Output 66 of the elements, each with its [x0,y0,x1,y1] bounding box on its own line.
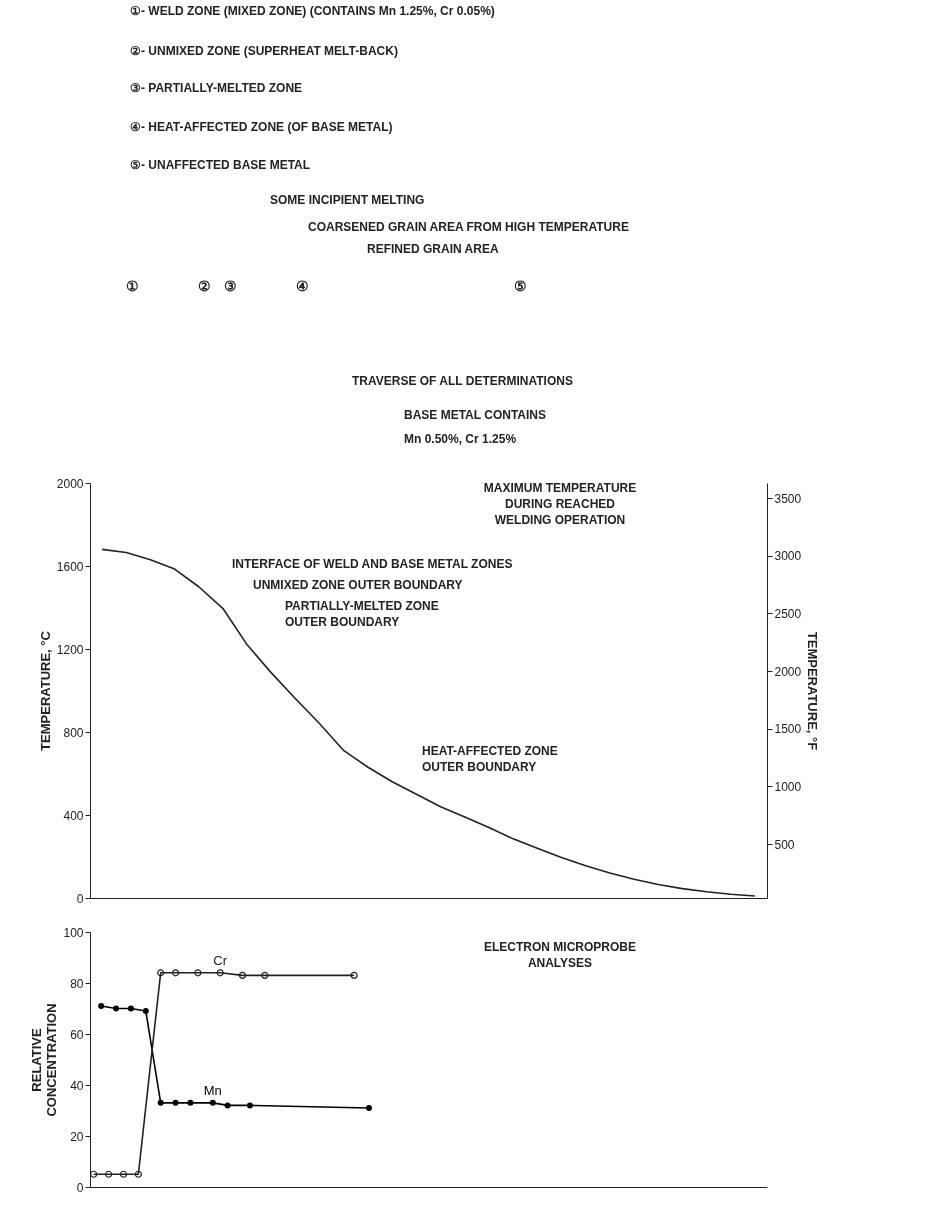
point [365,1104,372,1111]
y-tick-label: 1200 [56,642,84,657]
y-axis-title: TEMPERATURE, °C [37,630,53,751]
text: BASE METAL CONTAINS [404,408,547,422]
point [238,971,247,979]
text: COARSENED GRAIN AREA FROM HIGH TEMPERATURE [308,220,629,234]
y2-tick-label: 3500 [774,491,802,506]
point [98,1002,105,1009]
point [224,1102,231,1109]
text: ② [197,278,211,294]
point [171,969,180,977]
annotation: PARTIALLY-MELTED ZONE OUTER BOUNDARY [285,599,439,629]
series-label: Cr [213,952,228,968]
y2-tick-label: 1000 [774,779,802,794]
point [157,1099,164,1106]
y2-tick-label: 2500 [774,606,802,621]
y-tick-label: 800 [63,725,84,740]
text: ②- UNMIXED ZONE (SUPERHEAT MELT-BACK) [130,44,398,58]
y-tick-label: 40 [70,1078,84,1093]
y-tick-label: 0 [76,1180,84,1195]
text: Mn 0.50%, Cr 1.25% [404,432,517,446]
y-tick-label: 20 [70,1129,84,1144]
point [105,1170,113,1178]
point [119,1170,128,1178]
point [113,1005,120,1012]
y2-tick-label: 1500 [774,722,802,737]
annotation: UNMIXED ZONE OUTER BOUNDARY [253,578,463,592]
point [142,1008,149,1015]
y-axis-title: RELATIVE CONCENTRATION [29,1003,60,1117]
text: SOME INCIPIENT MELTING [270,193,425,207]
text: ⑤ [513,278,527,294]
y-tick-label: 1600 [56,559,84,574]
text: ④ [295,278,309,294]
point [216,969,224,977]
annotation: INTERFACE OF WELD AND BASE METAL ZONES [232,557,513,571]
y-tick-label: 2000 [56,476,84,491]
annotation: ELECTRON MICROPROBE ANALYSES [483,940,637,970]
y-tick-label: 100 [63,925,84,940]
text: TRAVERSE OF ALL DETERMINATIONS [352,374,573,388]
point [246,1102,253,1109]
y2-axis-title: TEMPERATURE, °F [805,631,821,751]
point [127,1005,134,1012]
text: ① [125,278,139,294]
annotation: MAXIMUM TEMPERATURE DURING REACHED WELDING OPERATION [483,481,637,527]
point [157,969,165,977]
point [261,971,269,979]
y-tick-label: 400 [63,808,84,823]
text: REFINED GRAIN AREA [367,242,499,256]
series-label: Mn [203,1082,222,1098]
text: ③- PARTIALLY-MELTED ZONE [130,81,303,95]
point [134,1170,142,1178]
point [187,1099,194,1106]
annotation: HEAT-AFFECTED ZONE OUTER BOUNDARY [422,744,558,774]
y-tick-label: 80 [70,976,84,991]
text: ③ [223,278,237,294]
y-tick-label: 60 [70,1027,84,1042]
y2-tick-label: 3000 [774,549,802,564]
y-tick-label: 0 [76,891,84,906]
text: ④- HEAT-AFFECTED ZONE (OF BASE METAL) [130,120,393,134]
y2-tick-label: 2000 [774,664,802,679]
point [172,1099,179,1106]
text: ①- WELD ZONE (MIXED ZONE) (CONTAINS Mn 1.25%, Cr 0.05%) [130,4,495,18]
point [209,1099,216,1106]
y2-tick-label: 500 [774,837,795,852]
point [194,969,202,977]
text: ⑤- UNAFFECTED BASE METAL [130,158,311,172]
